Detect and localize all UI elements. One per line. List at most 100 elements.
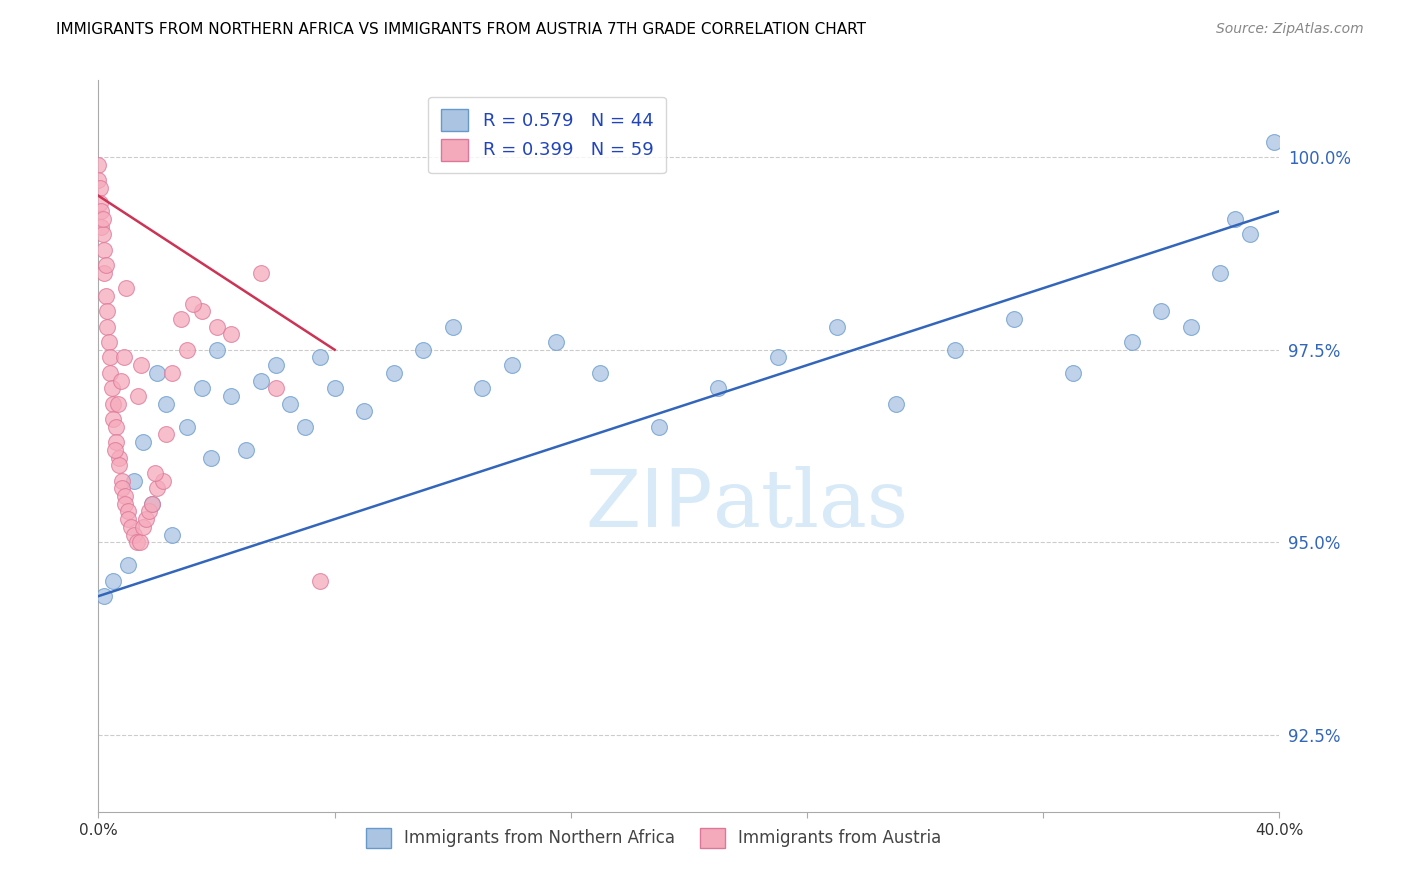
Text: 40.0%: 40.0% [1256,823,1303,838]
Point [221,389,243,403]
Point [200,450,222,465]
Point [103,397,125,411]
Point [1225,211,1247,226]
Point [162,527,183,541]
Text: IMMIGRANTS FROM NORTHERN AFRICA VS IMMIGRANTS FROM AUSTRIA 7TH GRADE CORRELATION: IMMIGRANTS FROM NORTHERN AFRICA VS IMMIG… [56,22,866,37]
Point [98,366,121,380]
Point [90,219,112,234]
Point [294,419,316,434]
Point [129,358,152,372]
Point [309,574,332,588]
Point [117,558,139,573]
Point [825,319,848,334]
Point [91,211,114,226]
Point [103,412,125,426]
Point [323,381,346,395]
Point [93,589,115,603]
Point [250,374,273,388]
Point [1002,312,1025,326]
Point [205,343,228,357]
Point [884,397,907,411]
Point [105,435,128,450]
Text: ZIP: ZIP [585,466,713,543]
Point [141,497,163,511]
Point [1121,334,1143,349]
Point [127,389,149,403]
Point [103,574,125,588]
Point [146,481,169,495]
Point [766,351,789,365]
Point [97,334,120,349]
Point [117,504,139,518]
Point [117,512,139,526]
Point [205,319,228,334]
Point [94,289,117,303]
Point [176,419,198,434]
Point [112,351,135,365]
Point [1209,266,1232,280]
Point [1239,227,1261,242]
Point [90,204,112,219]
Point [120,520,142,534]
Point [94,258,117,272]
Point [114,489,136,503]
Point [132,520,155,534]
Point [162,366,183,380]
Point [104,442,127,457]
Point [87,173,110,187]
Point [170,312,193,326]
Point [143,466,166,480]
Point [943,343,966,357]
Point [108,450,131,465]
Point [155,427,177,442]
Point [89,196,111,211]
Point [135,512,157,526]
Point [412,343,434,357]
Point [589,366,612,380]
Point [152,474,174,488]
Point [105,419,128,434]
Point [1150,304,1173,318]
Point [96,319,118,334]
Point [176,343,198,357]
Text: Source: ZipAtlas.com: Source: ZipAtlas.com [1216,22,1364,37]
Point [93,243,115,257]
Point [181,296,204,310]
Point [111,474,134,488]
Point [264,381,287,395]
Point [107,397,129,411]
Point [191,381,214,395]
Point [110,374,132,388]
Point [191,304,214,318]
Legend: Immigrants from Northern Africa, Immigrants from Austria: Immigrants from Northern Africa, Immigra… [359,821,948,855]
Point [707,381,730,395]
Point [138,504,160,518]
Text: atlas: atlas [713,466,908,543]
Text: 0.0%: 0.0% [79,823,118,838]
Point [280,397,302,411]
Point [115,281,138,295]
Point [250,266,273,280]
Point [98,351,121,365]
Point [235,442,257,457]
Point [87,158,110,172]
Point [122,474,145,488]
Point [100,381,122,395]
Point [648,419,671,434]
Point [382,366,405,380]
Point [93,266,115,280]
Point [146,366,169,380]
Point [441,319,464,334]
Point [89,181,111,195]
Point [546,334,568,349]
Point [96,304,118,318]
Point [108,458,131,473]
Point [221,327,243,342]
Point [309,351,332,365]
Point [91,227,114,242]
Point [264,358,287,372]
Point [1263,135,1285,149]
Point [122,527,145,541]
Point [1062,366,1084,380]
Point [353,404,375,418]
